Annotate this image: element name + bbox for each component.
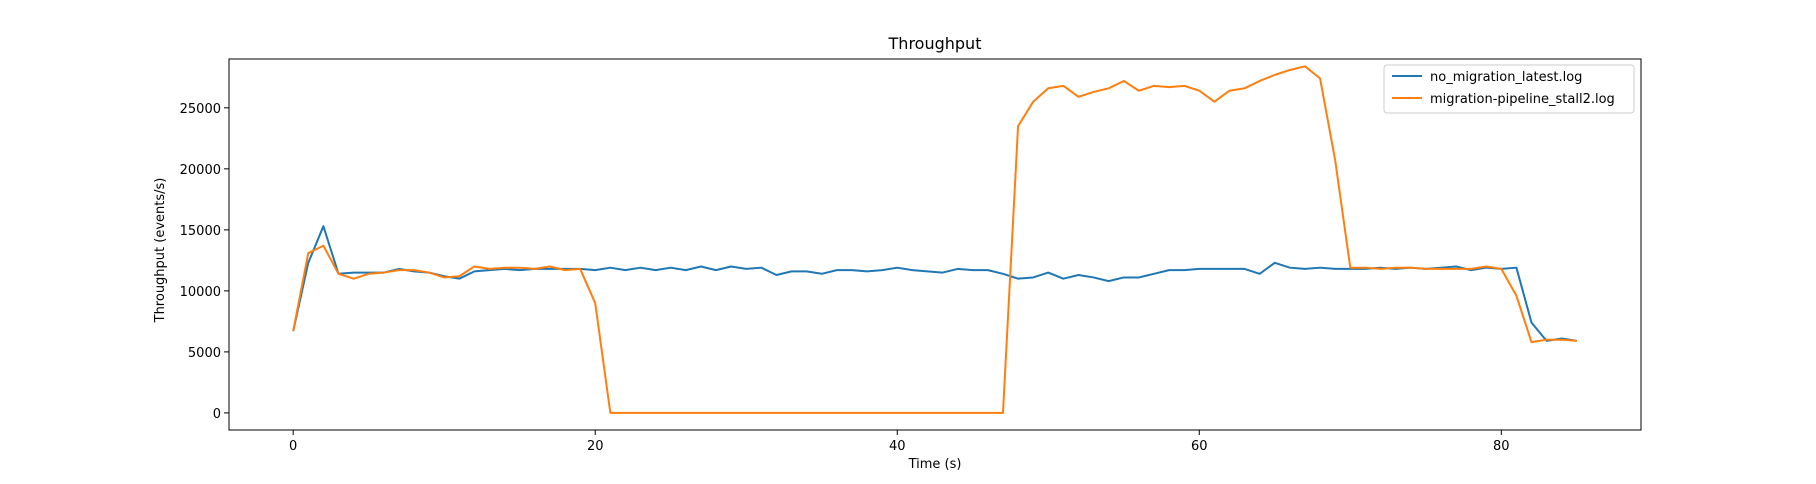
x-tick-label: 20 (587, 439, 604, 454)
y-tick-label: 0 (213, 407, 221, 422)
x-axis-label: Time (s) (908, 457, 962, 472)
y-tick-label: 15000 (180, 224, 221, 239)
legend-label-no-migration: no_migration_latest.log (1430, 70, 1582, 85)
legend-box (1383, 64, 1635, 114)
chart-title: Throughput (888, 34, 982, 53)
series-line-0 (292, 225, 1577, 342)
ticks-layer: 0 20 40 60 80 0 5000 10000 15000 20000 25000 (180, 102, 1510, 454)
x-tick-label: 0 (289, 439, 297, 454)
y-tick-label: 25000 (180, 102, 221, 117)
legend-label-migration-stall: migration-pipeline_stall2.log (1430, 92, 1615, 107)
legend: no_migration_latest.log migration-pipeli… (1383, 64, 1635, 114)
y-axis-label: Throughput (events/s) (153, 178, 168, 324)
lines-layer (292, 65, 1577, 414)
x-tick-label: 40 (889, 439, 906, 454)
series-line-1 (292, 65, 1577, 414)
x-tick-label: 80 (1493, 439, 1510, 454)
plot-frame (228, 58, 1642, 431)
y-tick-label: 5000 (188, 346, 221, 361)
y-tick-label: 20000 (180, 163, 221, 178)
x-tick-label: 60 (1191, 439, 1208, 454)
y-tick-label: 10000 (180, 285, 221, 300)
